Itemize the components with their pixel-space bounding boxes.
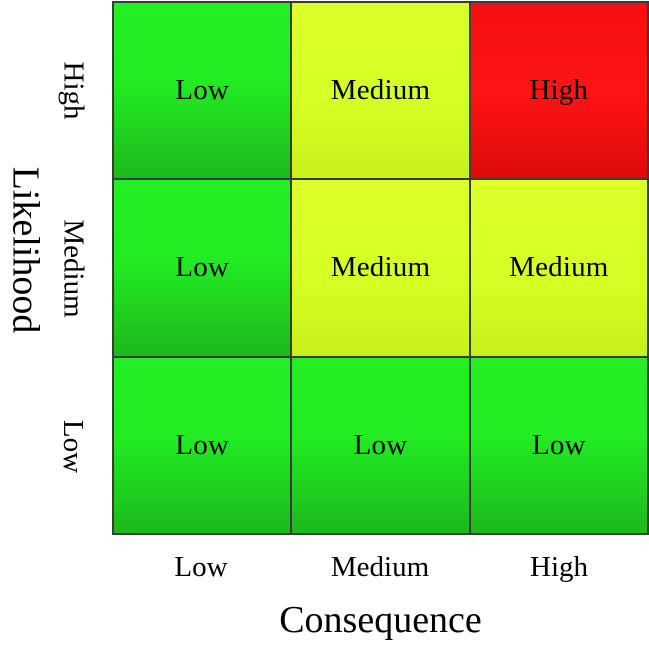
matrix-cell-medium-medium: Medium — [291, 179, 470, 357]
col-label-low: Low — [174, 551, 228, 583]
cell-label: Medium — [509, 251, 609, 284]
row-label-high: High — [48, 1, 98, 179]
cell-label: High — [529, 74, 589, 107]
row-label-text: High — [57, 61, 90, 119]
matrix-cell-medium-high: Medium — [469, 179, 648, 357]
col-label-high: High — [530, 551, 588, 583]
matrix-cell-high-medium: Medium — [291, 2, 470, 180]
y-axis-title-text: Likelihood — [4, 166, 47, 334]
matrix-cell-high-low: Low — [113, 2, 292, 180]
cell-label: Low — [175, 251, 230, 284]
col-label-medium: Medium — [330, 551, 430, 583]
cell-label: Low — [175, 74, 230, 107]
matrix-cell-low-high: Low — [469, 356, 648, 534]
x-axis-title: Consequence — [279, 599, 482, 641]
matrix-cell-low-low: Low — [113, 356, 292, 534]
cell-label: Medium — [330, 74, 431, 107]
matrix-cell-high-high: High — [469, 2, 648, 180]
row-label-low: Low — [48, 357, 98, 535]
row-label-text: Medium — [57, 218, 90, 318]
cell-label: Low — [531, 428, 586, 461]
matrix-cell-low-medium: Low — [291, 356, 470, 534]
risk-matrix: Low Medium High Low Medium Medium Low Lo… — [112, 1, 649, 535]
cell-label: Low — [353, 428, 408, 461]
matrix-cell-medium-low: Low — [113, 179, 292, 357]
row-label-medium: Medium — [48, 179, 98, 357]
cell-label: Medium — [330, 251, 431, 284]
cell-label: Low — [175, 428, 230, 461]
row-label-text: Low — [57, 419, 90, 473]
y-axis-title: Likelihood — [0, 160, 50, 340]
